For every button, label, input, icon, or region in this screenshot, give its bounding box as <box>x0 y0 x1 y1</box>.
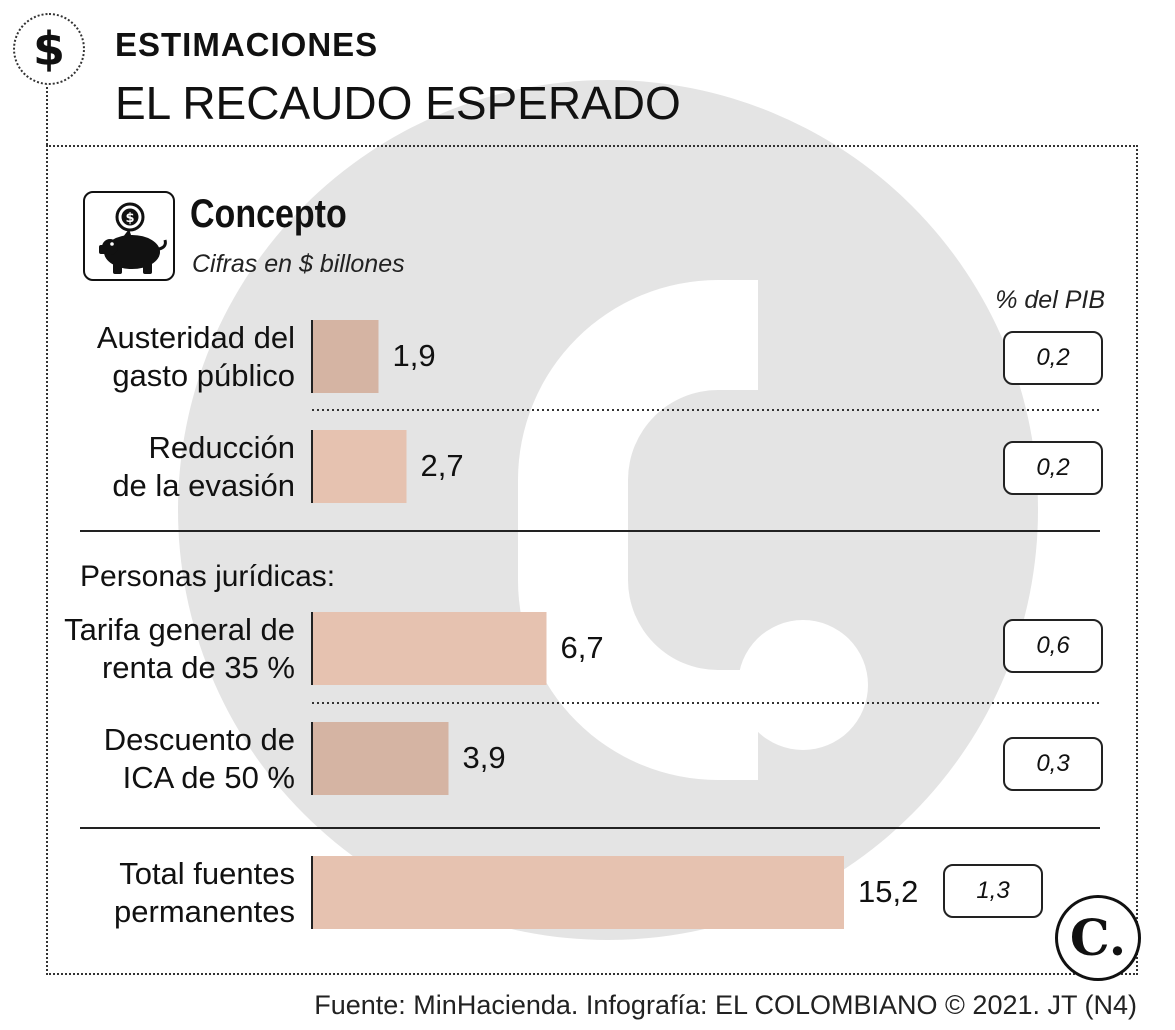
value-label: 6,7 <box>560 629 604 665</box>
category-label-line: ICA de 50 % <box>122 759 295 795</box>
svg-text:$: $ <box>125 211 134 226</box>
value-label: 15,2 <box>858 873 919 909</box>
el-colombiano-logo: C. <box>1055 895 1141 981</box>
category-label: Total fuentes permanentes <box>35 855 295 931</box>
pib-percent-value: 0,2 <box>1036 454 1070 481</box>
bar-2 <box>312 430 407 503</box>
category-label-line: gasto público <box>112 357 295 393</box>
source-credit: Fuente: MinHacienda. Infografía: EL COLO… <box>314 990 1137 1020</box>
chart-subtitle: Cifras en $ billones <box>192 250 405 278</box>
bar-1 <box>312 320 379 393</box>
pib-percent-badge: 0,3 <box>1003 737 1103 791</box>
pib-percent-value: 0,2 <box>1036 344 1070 371</box>
category-label: Tarifa general de renta de 35 % <box>35 611 295 687</box>
value-label: 2,7 <box>420 447 464 483</box>
category-label-line: permanentes <box>114 893 295 929</box>
leader-line <box>46 83 48 145</box>
pib-percent-value: 0,3 <box>1036 750 1070 777</box>
category-label: Austeridad del gasto público <box>35 319 295 395</box>
content-frame <box>46 145 1138 975</box>
watermark-logo <box>178 80 1038 940</box>
category-label-line: Austeridad del <box>96 319 295 355</box>
dollar-icon: $ <box>13 13 85 85</box>
category-label-line: renta de 35 % <box>101 649 295 685</box>
category-label: Descuento de ICA de 50 % <box>35 721 295 797</box>
section-kicker: ESTIMACIONES <box>115 26 379 63</box>
pib-percent-badge: 0,2 <box>1003 441 1103 495</box>
category-label: Reducción de la evasión <box>35 429 295 505</box>
category-label-line: Descuento de <box>103 721 295 757</box>
bar-3 <box>312 612 547 685</box>
pib-column-header: % del PIB <box>995 286 1105 314</box>
chart-title: Concepto <box>190 192 347 236</box>
bar-4 <box>312 722 449 795</box>
pib-percent-badge: 0,6 <box>1003 619 1103 673</box>
pib-percent-badge: 1,3 <box>943 864 1043 918</box>
bar-5 <box>312 856 844 929</box>
category-label-line: Reducción <box>148 429 295 465</box>
pib-percent-value: 0,6 <box>1036 632 1070 659</box>
page-title: EL RECAUDO ESPERADO <box>115 77 681 129</box>
category-label-line: Total fuentes <box>119 855 295 891</box>
category-label-line: Tarifa general de <box>64 611 295 647</box>
category-label-line: de la evasión <box>112 467 295 503</box>
pib-percent-badge: 0,2 <box>1003 331 1103 385</box>
value-label: 3,9 <box>462 739 506 775</box>
section-label-personas-juridicas: Personas jurídicas: <box>80 560 336 593</box>
piggy-bank-icon: $ <box>83 191 175 281</box>
pib-percent-value: 1,3 <box>976 877 1010 904</box>
value-label: 1,9 <box>392 337 436 373</box>
